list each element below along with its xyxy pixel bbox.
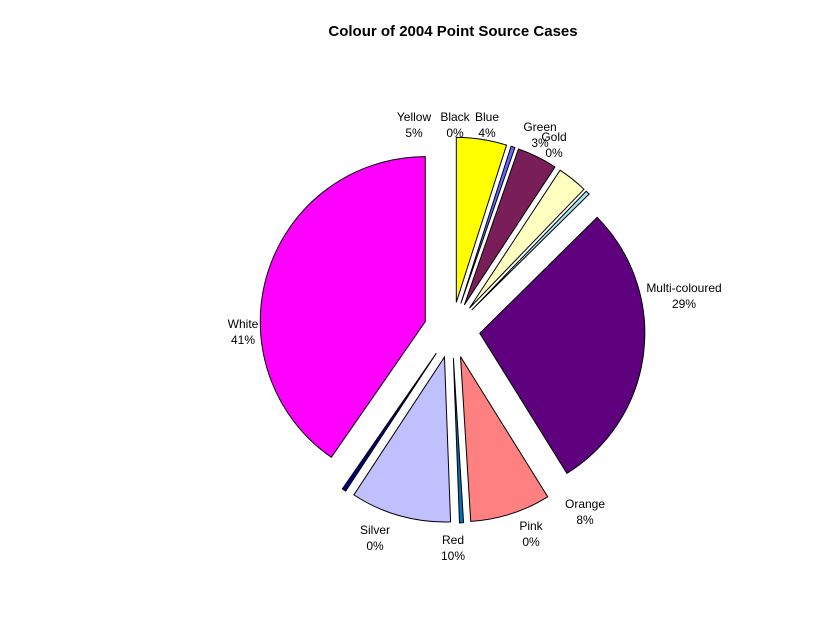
slice-red (353, 355, 452, 523)
slice-label-blue: Blue 4% (475, 110, 499, 140)
slice-name-silver: Silver (360, 523, 390, 537)
slice-multi-coloured (479, 216, 646, 475)
slice-label-multi-coloured: Multi-coloured 29% (646, 281, 721, 311)
slice-gold (471, 190, 590, 311)
slice-percent-multi-coloured: 29% (672, 297, 696, 311)
slice-percent-gold: 0% (545, 146, 563, 160)
slice-black (460, 145, 516, 304)
slice-label-orange: Orange 8% (565, 497, 605, 527)
labels-layer: Yellow 5% Black 0% Blue 4% Green 3%Gold 0% Multi-… (228, 110, 722, 563)
slice-label-green: Green 3% (523, 120, 556, 150)
slice-white (259, 156, 426, 458)
slice-percent-red: 10% (441, 549, 465, 563)
slice-percent-white: 41% (231, 333, 255, 347)
slice-silver (341, 352, 437, 492)
slice-name-orange: Orange (565, 497, 605, 511)
slice-label-red: Red 10% (441, 533, 465, 563)
slice-name-multi-coloured: Multi-coloured (646, 281, 721, 295)
slice-percent-green: 3% (531, 136, 549, 150)
slice-percent-black: 0% (446, 126, 464, 140)
slice-label-pink: Pink 0% (519, 519, 543, 549)
slice-label-silver: Silver 0% (360, 523, 390, 553)
slice-percent-pink: 0% (522, 535, 540, 549)
slice-percent-silver: 0% (366, 539, 384, 553)
slice-name-yellow: Yellow (397, 110, 432, 124)
slice-orange (460, 356, 549, 522)
slice-green (469, 169, 585, 309)
slice-percent-blue: 4% (478, 126, 496, 140)
slice-blue (463, 148, 556, 306)
slice-percent-yellow: 5% (405, 126, 423, 140)
slice-label-black: Black 0% (440, 110, 470, 140)
slice-name-gold: Gold (541, 130, 566, 144)
slice-label-gold: Gold 0% (541, 130, 566, 160)
slice-yellow (455, 136, 508, 303)
slice-name-pink: Pink (519, 519, 543, 533)
slice-name-white: White (228, 317, 259, 331)
slice-pink (452, 357, 465, 524)
slice-name-blue: Blue (475, 110, 499, 124)
slice-name-black: Black (440, 110, 470, 124)
slice-percent-orange: 8% (576, 513, 594, 527)
slice-label-white: White 41% (228, 317, 259, 347)
slice-name-red: Red (442, 533, 464, 547)
slice-name-green: Green (523, 120, 556, 134)
chart-title: Colour of 2004 Point Source Cases (328, 23, 577, 40)
slice-label-yellow: Yellow 5% (397, 110, 432, 140)
slices-layer (259, 136, 646, 524)
